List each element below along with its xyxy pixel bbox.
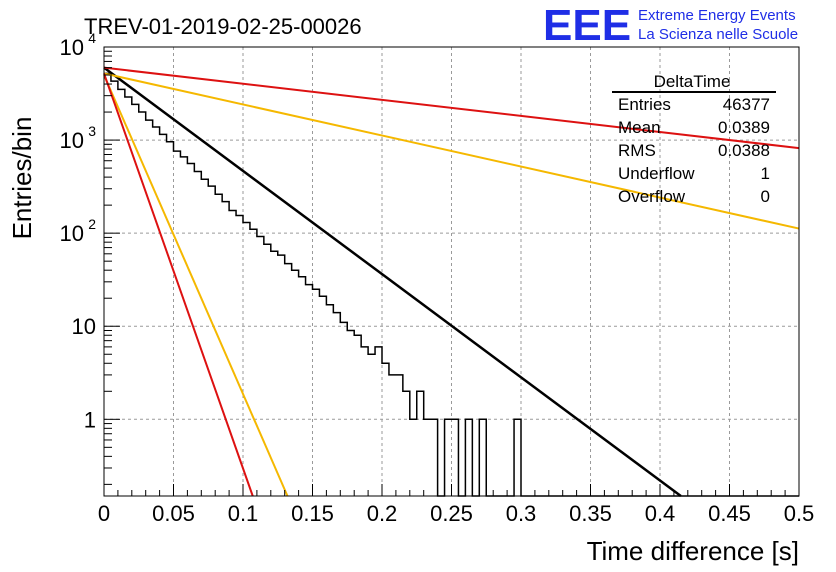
x-tick-label: 0.15: [291, 501, 334, 526]
x-tick-label: 0.5: [784, 501, 815, 526]
series-line-orange-steep: [103, 74, 289, 497]
x-tick-label: 0.4: [645, 501, 676, 526]
y-tick-exponent: 3: [88, 123, 96, 139]
stats-label: RMS: [618, 141, 656, 160]
y-tick-exponent: 2: [88, 216, 96, 232]
stats-value: 0: [761, 187, 770, 206]
x-tick-label: 0.35: [569, 501, 612, 526]
grid: [104, 47, 799, 496]
stats-label: Underflow: [618, 164, 695, 183]
stats-label: Entries: [618, 95, 671, 114]
stats-title: DeltaTime: [654, 72, 731, 91]
x-tick-label: 0.2: [367, 501, 398, 526]
stats-value: 0.0389: [718, 118, 770, 137]
stats-box: DeltaTime Entries 46377 Mean 0.0389 RMS 0.038…: [612, 72, 776, 206]
x-tick-label: 0.1: [228, 501, 259, 526]
y-tick-label: 10: [60, 128, 84, 153]
stats-value: 1: [761, 164, 770, 183]
run-title: TREV-01-2019-02-25-00026: [84, 14, 362, 39]
stats-value: 0.0388: [718, 141, 770, 160]
stats-rows: Entries 46377 Mean 0.0389 RMS 0.0388 Underflow…: [618, 95, 770, 206]
y-axis-label: Entries/bin: [7, 117, 37, 240]
series-line-red-slow: [103, 66, 800, 150]
x-axis-ticks: 0 0.05 0.1 0.15 0.2 0.25 0.3 0.35 0.4 0.45 0.5: [98, 484, 814, 526]
y-tick-label: 10: [72, 314, 96, 339]
series-line-red-steep: [103, 73, 254, 497]
y-tick-label: 10: [60, 35, 84, 60]
x-tick-label: 0.25: [430, 501, 473, 526]
y-tick-label: 10: [60, 221, 84, 246]
fit-lines: [103, 66, 800, 498]
logo-line1: Extreme Energy Events: [638, 7, 796, 24]
logo-line2: La Scienza nelle Scuole: [638, 26, 798, 43]
x-tick-label: 0.3: [506, 501, 537, 526]
x-tick-label: 0.05: [152, 501, 195, 526]
series-line-fit: [103, 66, 682, 498]
logo-text: EEE: [543, 1, 631, 50]
x-tick-label: 0: [98, 501, 110, 526]
stats-label: Mean: [618, 118, 661, 137]
stats-value: 46377: [723, 95, 770, 114]
series-line-orange-slow: [103, 72, 800, 230]
stats-label: Overflow: [618, 187, 686, 206]
x-tick-label: 0.45: [708, 501, 751, 526]
y-tick-label: 1: [84, 407, 96, 432]
x-axis-label: Time difference [s]: [587, 536, 799, 566]
y-tick-exponent: 4: [88, 30, 96, 46]
